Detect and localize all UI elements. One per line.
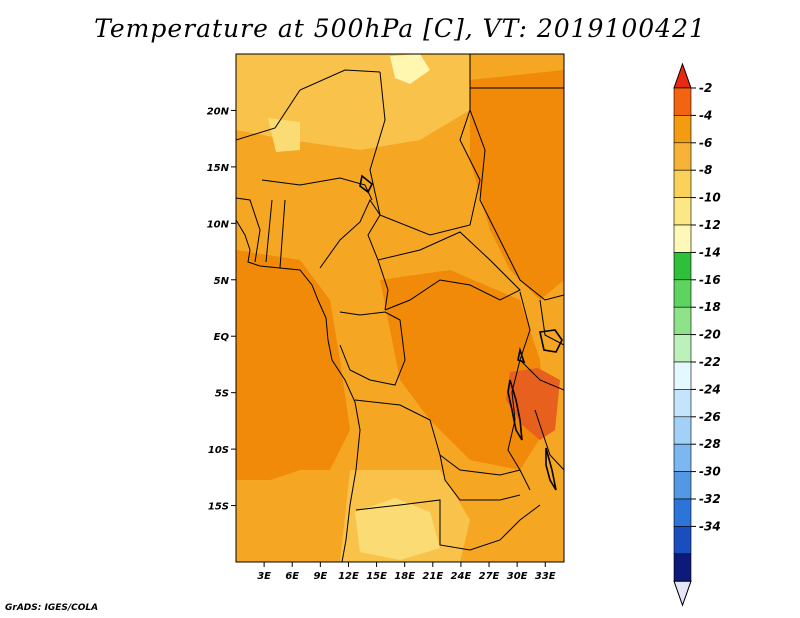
colorbar-label: -18 bbox=[699, 300, 721, 314]
coast-west-africa bbox=[236, 219, 361, 562]
colorbar-label: -6 bbox=[699, 136, 712, 150]
colorbar-label: -34 bbox=[699, 519, 721, 533]
y-tick-label: 15S bbox=[208, 502, 229, 513]
colorbar-label: -30 bbox=[699, 465, 721, 479]
colorbar-swatch bbox=[673, 334, 692, 363]
field-band-cool-patch-1 bbox=[390, 54, 430, 84]
x-tick-label: 24E bbox=[451, 571, 472, 582]
border-drc-east bbox=[507, 291, 531, 491]
colorbar-arrow-top bbox=[673, 62, 692, 89]
lake-tanganyika bbox=[507, 379, 523, 441]
map-title: Temperature at 500hPa [C], VT: 201910042… bbox=[94, 14, 706, 43]
colorbar-label: -28 bbox=[699, 437, 721, 451]
colorbar-label: -14 bbox=[699, 245, 721, 259]
x-tick-label: 12E bbox=[338, 571, 359, 582]
colorbar-swatch bbox=[673, 526, 692, 555]
x-tick-label: 6E bbox=[285, 571, 299, 582]
colorbar-swatch bbox=[673, 443, 692, 472]
colorbar-swatch bbox=[673, 416, 692, 445]
colorbar-label: -8 bbox=[699, 163, 712, 177]
y-tick-label: 10N bbox=[207, 219, 230, 230]
y-axis: 20N 15N 10N 5N EQ 5S 10S 15S bbox=[207, 106, 236, 513]
colorbar-label: -16 bbox=[699, 273, 721, 287]
colorbar-swatch bbox=[673, 142, 692, 171]
border-congo bbox=[339, 311, 406, 386]
lake-malawi bbox=[545, 447, 557, 491]
colorbar-label: -32 bbox=[699, 492, 721, 506]
border-niger-nigeria bbox=[261, 177, 373, 201]
colorbar-swatch bbox=[673, 389, 692, 418]
temperature-field bbox=[236, 54, 564, 562]
lake-kivu bbox=[517, 346, 526, 364]
border-zambia bbox=[439, 454, 521, 501]
border-car bbox=[377, 231, 521, 311]
colorbar-swatch bbox=[673, 115, 692, 144]
x-tick-label: 9E bbox=[313, 571, 327, 582]
y-tick-label: 5S bbox=[215, 389, 229, 400]
field-band-cool-patch-2 bbox=[355, 498, 440, 560]
colorbar-label: -10 bbox=[699, 191, 721, 205]
colorbar-swatch bbox=[673, 361, 692, 390]
x-tick-label: 18E bbox=[394, 571, 415, 582]
y-tick-label: 15N bbox=[207, 163, 230, 174]
lakes bbox=[359, 174, 563, 491]
y-tick-label: 10S bbox=[208, 445, 229, 456]
border-tanzania bbox=[519, 359, 564, 471]
x-tick-label: 21E bbox=[422, 571, 443, 582]
x-tick-label: 30E bbox=[507, 571, 528, 582]
x-tick-label: 3E bbox=[257, 571, 271, 582]
lake-chad bbox=[359, 174, 374, 194]
colorbar-label: -4 bbox=[699, 108, 712, 122]
border-uganda-kenya bbox=[539, 299, 564, 346]
country-borders bbox=[236, 54, 564, 562]
colorbar-swatch bbox=[673, 87, 692, 116]
colorbar-arrow-bottom bbox=[673, 580, 692, 607]
x-axis: 3E 6E 9E 12E 15E 18E 21E 24E 27E 30E 33E bbox=[257, 562, 556, 582]
lake-victoria bbox=[539, 329, 563, 353]
x-tick-label: 27E bbox=[479, 571, 500, 582]
x-tick-label: 15E bbox=[366, 571, 387, 582]
grads-credit: GrADS: IGES/COLA bbox=[5, 603, 99, 613]
field-band-warm-east bbox=[380, 270, 545, 470]
colorbar-swatch bbox=[673, 197, 692, 226]
border-angola-south bbox=[355, 499, 541, 551]
colorbar-swatch bbox=[673, 252, 692, 281]
border-west-coast-states bbox=[236, 197, 286, 269]
colorbar-swatch bbox=[673, 279, 692, 308]
y-tick-label: 5N bbox=[214, 276, 230, 287]
colorbar-swatch bbox=[673, 553, 692, 582]
border-mali-niger bbox=[236, 69, 381, 141]
colorbar-label: -24 bbox=[699, 382, 721, 396]
colorbar: -2 -4 -6 -8 -10 -12 -14 -16 -18 -20 -22 -24 -26 -28 -3… bbox=[673, 62, 721, 607]
field-band-hot-lake bbox=[506, 368, 560, 440]
border-chad bbox=[369, 54, 481, 236]
colorbar-swatch bbox=[673, 224, 692, 253]
colorbar-label: -22 bbox=[699, 355, 721, 369]
colorbar-label: -2 bbox=[699, 81, 712, 95]
colorbar-label: -26 bbox=[699, 410, 721, 424]
map-frame bbox=[235, 53, 565, 563]
border-sudan bbox=[469, 109, 564, 301]
colorbar-label: -20 bbox=[699, 328, 721, 342]
y-tick-label: EQ bbox=[214, 332, 230, 343]
colorbar-swatch bbox=[673, 169, 692, 198]
colorbar-swatch bbox=[673, 498, 692, 527]
colorbar-label: -12 bbox=[699, 218, 721, 232]
colorbar-swatch bbox=[673, 306, 692, 335]
field-band-warm-northeast bbox=[470, 70, 564, 300]
y-tick-label: 20N bbox=[207, 106, 230, 117]
colorbar-swatch bbox=[673, 471, 692, 500]
x-tick-label: 33E bbox=[535, 571, 556, 582]
